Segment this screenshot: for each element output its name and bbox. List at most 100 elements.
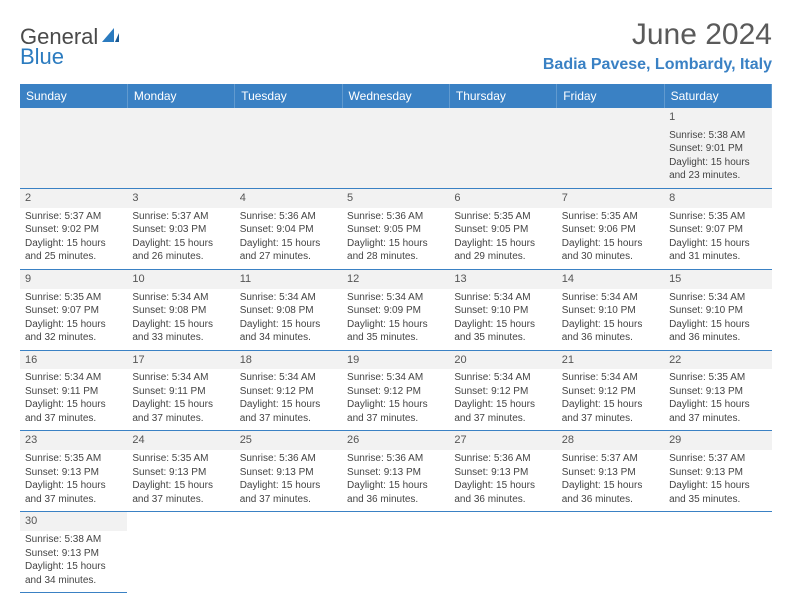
daylight-text: Daylight: 15 hours and 36 minutes. (562, 318, 659, 345)
sunrise-text: Sunrise: 5:36 AM (347, 210, 444, 224)
sunrise-text: Sunrise: 5:35 AM (25, 291, 122, 305)
calendar-day-cell (342, 108, 449, 188)
calendar-day-cell: 18Sunrise: 5:34 AMSunset: 9:12 PMDayligh… (235, 350, 342, 431)
sunrise-text: Sunrise: 5:38 AM (669, 129, 766, 143)
sunrise-text: Sunrise: 5:34 AM (669, 291, 766, 305)
sunrise-text: Sunrise: 5:37 AM (132, 210, 229, 224)
sunrise-text: Sunrise: 5:36 AM (240, 452, 337, 466)
sunset-text: Sunset: 9:13 PM (132, 466, 229, 480)
brand-text-2: Blue (20, 44, 64, 70)
daylight-text: Daylight: 15 hours and 37 minutes. (454, 398, 551, 425)
calendar-day-cell (557, 108, 664, 188)
day-number: 7 (557, 189, 664, 208)
sunrise-text: Sunrise: 5:34 AM (454, 291, 551, 305)
sunset-text: Sunset: 9:12 PM (240, 385, 337, 399)
daylight-text: Daylight: 15 hours and 36 minutes. (562, 479, 659, 506)
calendar-week: 1Sunrise: 5:38 AMSunset: 9:01 PMDaylight… (20, 108, 772, 188)
sunset-text: Sunset: 9:13 PM (240, 466, 337, 480)
daylight-text: Daylight: 15 hours and 37 minutes. (25, 398, 122, 425)
sunrise-text: Sunrise: 5:34 AM (562, 371, 659, 385)
day-number: 11 (235, 270, 342, 289)
calendar-day-cell: 22Sunrise: 5:35 AMSunset: 9:13 PMDayligh… (664, 350, 771, 431)
calendar-table: SundayMondayTuesdayWednesdayThursdayFrid… (20, 84, 772, 593)
sunrise-text: Sunrise: 5:34 AM (240, 371, 337, 385)
daylight-text: Daylight: 15 hours and 37 minutes. (240, 479, 337, 506)
calendar-day-cell: 8Sunrise: 5:35 AMSunset: 9:07 PMDaylight… (664, 188, 771, 269)
calendar-day-cell: 23Sunrise: 5:35 AMSunset: 9:13 PMDayligh… (20, 431, 127, 512)
calendar-week: 16Sunrise: 5:34 AMSunset: 9:11 PMDayligh… (20, 350, 772, 431)
calendar-day-cell: 24Sunrise: 5:35 AMSunset: 9:13 PMDayligh… (127, 431, 234, 512)
day-number: 2 (20, 189, 127, 208)
calendar-day-cell: 15Sunrise: 5:34 AMSunset: 9:10 PMDayligh… (664, 269, 771, 350)
day-header: Sunday (20, 84, 127, 108)
page-header: General June 2024 Badia Pavese, Lombardy… (20, 18, 772, 74)
sunrise-text: Sunrise: 5:37 AM (25, 210, 122, 224)
sunrise-text: Sunrise: 5:34 AM (347, 371, 444, 385)
calendar-day-cell: 28Sunrise: 5:37 AMSunset: 9:13 PMDayligh… (557, 431, 664, 512)
sunset-text: Sunset: 9:13 PM (562, 466, 659, 480)
daylight-text: Daylight: 15 hours and 37 minutes. (347, 398, 444, 425)
daylight-text: Daylight: 15 hours and 28 minutes. (347, 237, 444, 264)
daylight-text: Daylight: 15 hours and 33 minutes. (132, 318, 229, 345)
sunrise-text: Sunrise: 5:34 AM (132, 291, 229, 305)
calendar-week: 2Sunrise: 5:37 AMSunset: 9:02 PMDaylight… (20, 188, 772, 269)
sunset-text: Sunset: 9:10 PM (562, 304, 659, 318)
sunset-text: Sunset: 9:12 PM (562, 385, 659, 399)
sunrise-text: Sunrise: 5:34 AM (132, 371, 229, 385)
daylight-text: Daylight: 15 hours and 37 minutes. (25, 479, 122, 506)
day-number: 12 (342, 270, 449, 289)
sunset-text: Sunset: 9:09 PM (347, 304, 444, 318)
calendar-day-cell: 5Sunrise: 5:36 AMSunset: 9:05 PMDaylight… (342, 188, 449, 269)
day-number: 16 (20, 351, 127, 370)
day-number: 19 (342, 351, 449, 370)
sunset-text: Sunset: 9:05 PM (454, 223, 551, 237)
daylight-text: Daylight: 15 hours and 37 minutes. (562, 398, 659, 425)
calendar-day-cell: 11Sunrise: 5:34 AMSunset: 9:08 PMDayligh… (235, 269, 342, 350)
sunset-text: Sunset: 9:13 PM (25, 547, 122, 561)
daylight-text: Daylight: 15 hours and 25 minutes. (25, 237, 122, 264)
calendar-day-cell (449, 108, 556, 188)
sunset-text: Sunset: 9:03 PM (132, 223, 229, 237)
calendar-day-cell: 29Sunrise: 5:37 AMSunset: 9:13 PMDayligh… (664, 431, 771, 512)
sunset-text: Sunset: 9:05 PM (347, 223, 444, 237)
day-number: 1 (664, 108, 771, 127)
sunrise-text: Sunrise: 5:34 AM (562, 291, 659, 305)
sunrise-text: Sunrise: 5:35 AM (669, 371, 766, 385)
day-number: 13 (449, 270, 556, 289)
calendar-day-cell (449, 512, 556, 593)
daylight-text: Daylight: 15 hours and 37 minutes. (240, 398, 337, 425)
sunrise-text: Sunrise: 5:37 AM (562, 452, 659, 466)
sunrise-text: Sunrise: 5:35 AM (669, 210, 766, 224)
calendar-day-cell: 25Sunrise: 5:36 AMSunset: 9:13 PMDayligh… (235, 431, 342, 512)
calendar-day-cell: 4Sunrise: 5:36 AMSunset: 9:04 PMDaylight… (235, 188, 342, 269)
calendar-week: 9Sunrise: 5:35 AMSunset: 9:07 PMDaylight… (20, 269, 772, 350)
daylight-text: Daylight: 15 hours and 35 minutes. (454, 318, 551, 345)
day-number: 18 (235, 351, 342, 370)
sunrise-text: Sunrise: 5:35 AM (25, 452, 122, 466)
sunset-text: Sunset: 9:13 PM (669, 466, 766, 480)
daylight-text: Daylight: 15 hours and 35 minutes. (669, 479, 766, 506)
calendar-day-cell: 10Sunrise: 5:34 AMSunset: 9:08 PMDayligh… (127, 269, 234, 350)
day-header-row: SundayMondayTuesdayWednesdayThursdayFrid… (20, 84, 772, 108)
daylight-text: Daylight: 15 hours and 29 minutes. (454, 237, 551, 264)
calendar-body: 1Sunrise: 5:38 AMSunset: 9:01 PMDaylight… (20, 108, 772, 593)
calendar-day-cell: 6Sunrise: 5:35 AMSunset: 9:05 PMDaylight… (449, 188, 556, 269)
day-number: 14 (557, 270, 664, 289)
sunrise-text: Sunrise: 5:36 AM (347, 452, 444, 466)
daylight-text: Daylight: 15 hours and 37 minutes. (132, 479, 229, 506)
calendar-day-cell: 2Sunrise: 5:37 AMSunset: 9:02 PMDaylight… (20, 188, 127, 269)
sunset-text: Sunset: 9:07 PM (25, 304, 122, 318)
calendar-day-cell: 1Sunrise: 5:38 AMSunset: 9:01 PMDaylight… (664, 108, 771, 188)
location-subtitle: Badia Pavese, Lombardy, Italy (543, 56, 772, 74)
calendar-day-cell: 20Sunrise: 5:34 AMSunset: 9:12 PMDayligh… (449, 350, 556, 431)
sunset-text: Sunset: 9:07 PM (669, 223, 766, 237)
day-number: 8 (664, 189, 771, 208)
calendar-day-cell: 26Sunrise: 5:36 AMSunset: 9:13 PMDayligh… (342, 431, 449, 512)
daylight-text: Daylight: 15 hours and 36 minutes. (347, 479, 444, 506)
sunrise-text: Sunrise: 5:36 AM (454, 452, 551, 466)
sunrise-text: Sunrise: 5:34 AM (454, 371, 551, 385)
daylight-text: Daylight: 15 hours and 26 minutes. (132, 237, 229, 264)
day-number: 4 (235, 189, 342, 208)
calendar-day-cell: 19Sunrise: 5:34 AMSunset: 9:12 PMDayligh… (342, 350, 449, 431)
sunset-text: Sunset: 9:10 PM (454, 304, 551, 318)
